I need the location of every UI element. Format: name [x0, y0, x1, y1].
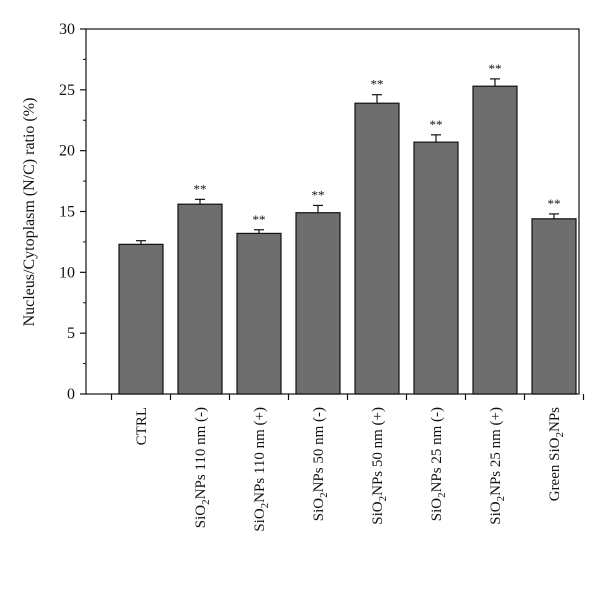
y-tick-label: 0 — [67, 386, 75, 403]
y-tick-label: 10 — [59, 264, 75, 281]
x-category-label: SiO2NPs 50 nm (-) — [311, 407, 330, 521]
category-label-subscript: 2 — [259, 503, 271, 509]
y-tick-label: 30 — [59, 21, 75, 38]
y-tick-label: 5 — [67, 325, 75, 342]
category-label-text: NPs 50 nm (+) — [370, 407, 386, 496]
significance-markers: ** ** ** ** ** ** ** — [194, 61, 561, 227]
bar — [295, 212, 341, 395]
y-axis-title: Nucleus/Cytoplasm (N/C) ratio (%) — [21, 98, 38, 327]
bar — [118, 243, 164, 395]
category-label-text: SiO — [488, 501, 504, 525]
x-category-label: SiO2NPs 110 nm (+) — [252, 407, 271, 532]
bar — [413, 141, 459, 395]
bar — [177, 203, 223, 395]
category-label-text: CTRL — [134, 407, 150, 445]
category-label-subscript: 2 — [436, 492, 448, 498]
bar — [472, 85, 518, 395]
category-label-text: NPs 110 nm (-) — [193, 407, 209, 499]
bar — [531, 218, 577, 395]
y-tick-label: 20 — [59, 143, 75, 160]
bar — [354, 102, 400, 395]
x-category-label: Green SiO2NPs — [547, 407, 566, 501]
x-axis — [110, 394, 585, 400]
significance-marker: ** — [371, 77, 384, 92]
y-tick-label: 25 — [59, 82, 75, 99]
category-label-text: NPs — [547, 407, 563, 432]
category-label-text: SiO — [252, 508, 268, 532]
x-category-label: CTRL — [134, 407, 150, 445]
x-category-label: SiO2NPs 25 nm (-) — [429, 407, 448, 521]
significance-marker: ** — [430, 117, 443, 132]
significance-marker: ** — [489, 61, 502, 76]
category-label-text: NPs 110 nm (+) — [252, 407, 268, 503]
y-axis: 0 5 10 15 20 25 30 — [59, 21, 86, 403]
error-bars — [136, 78, 559, 245]
significance-marker: ** — [253, 212, 266, 227]
category-label-text: NPs 50 nm (-) — [311, 407, 327, 492]
category-label-text: SiO — [311, 498, 327, 522]
y-tick-label: 15 — [59, 204, 75, 221]
category-label-subscript: 2 — [200, 499, 212, 505]
bar-series — [118, 85, 577, 395]
significance-marker: ** — [194, 181, 207, 196]
category-label-text: NPs 25 nm (+) — [488, 407, 504, 496]
x-category-label: SiO2NPs 25 nm (+) — [488, 407, 507, 525]
category-label-subscript: 2 — [318, 492, 330, 498]
bar — [236, 232, 282, 395]
x-category-label: SiO2NPs 110 nm (-) — [193, 407, 212, 528]
significance-marker: ** — [548, 196, 561, 211]
category-label-text: SiO — [429, 498, 445, 522]
category-label-text: Green SiO — [547, 437, 563, 501]
significance-marker: ** — [312, 187, 325, 202]
category-label-subscript: 2 — [554, 432, 566, 438]
category-label-subscript: 2 — [495, 496, 507, 502]
x-category-label: SiO2NPs 50 nm (+) — [370, 407, 389, 525]
category-label-subscript: 2 — [377, 496, 389, 502]
category-label-text: SiO — [370, 501, 386, 525]
category-label-text: NPs 25 nm (-) — [429, 407, 445, 492]
category-label-text: SiO — [193, 505, 209, 529]
